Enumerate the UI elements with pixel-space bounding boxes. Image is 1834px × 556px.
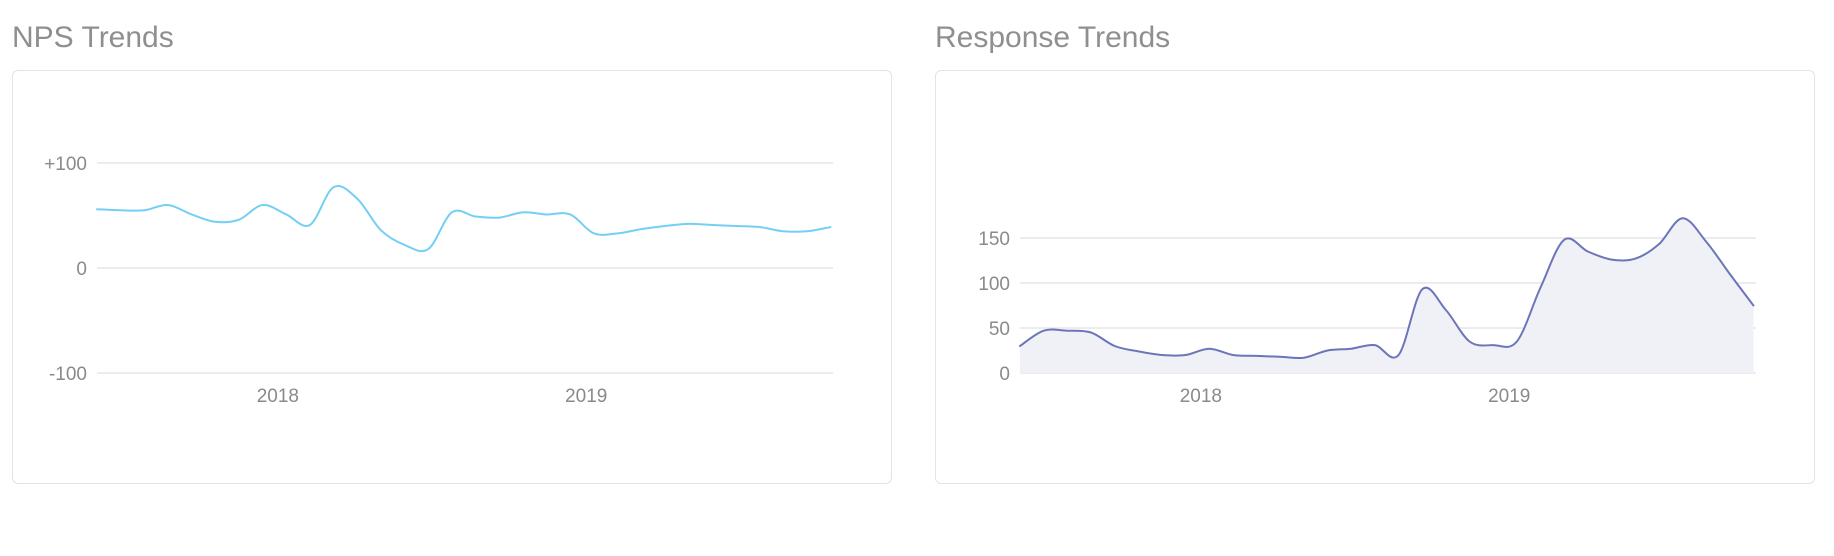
nps-series-line	[97, 186, 830, 251]
nps-y-tick-label: +100	[44, 154, 87, 175]
nps-trends-title: NPS Trends	[12, 18, 174, 58]
nps-y-tick-label: 0	[76, 259, 87, 280]
response-trends-title: Response Trends	[935, 18, 1170, 58]
responses-y-tick-label: 0	[999, 364, 1010, 385]
response-trends-card: 150 100 50 0 2018 2019	[935, 70, 1815, 484]
nps-x-tick-label: 2018	[257, 386, 299, 407]
responses-y-tick-label: 100	[978, 274, 1010, 295]
responses-y-tick-label: 50	[989, 319, 1010, 340]
nps-trends-card: +100 0 -100 2018 2019	[12, 70, 892, 484]
nps-trends-chart: +100 0 -100 2018 2019	[13, 71, 893, 485]
nps-x-tick-label: 2019	[565, 386, 607, 407]
responses-x-tick-label: 2018	[1180, 386, 1222, 407]
responses-x-tick-label: 2019	[1488, 386, 1530, 407]
response-trends-chart: 150 100 50 0 2018 2019	[936, 71, 1816, 485]
nps-y-tick-label: -100	[49, 364, 87, 385]
responses-y-tick-label: 150	[978, 229, 1010, 250]
